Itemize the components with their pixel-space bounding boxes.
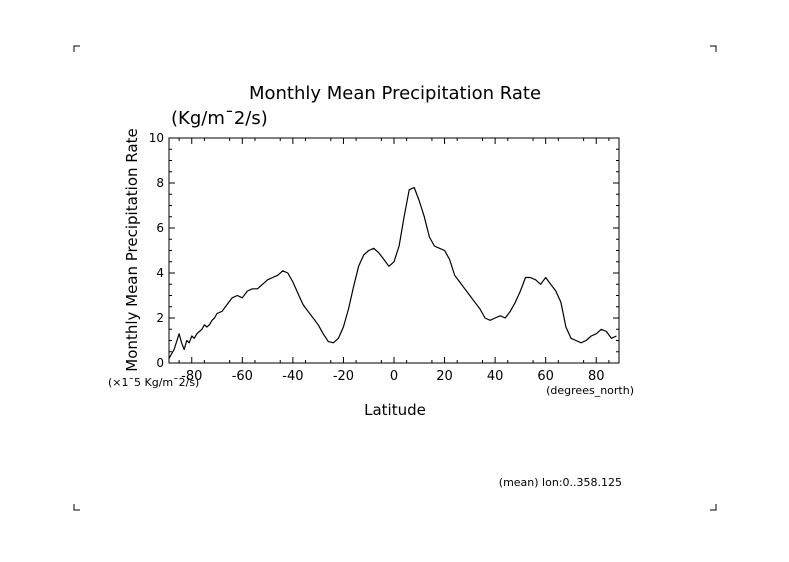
x-tick-label: 60	[537, 369, 554, 384]
x-axis-units: (degrees_north)	[546, 384, 634, 397]
footnote: (mean) lon:0..358.125	[499, 476, 622, 489]
x-axis-label: Latitude	[364, 401, 426, 419]
y-scale-note: (×1¯5 Kg/m¯2/s)	[108, 376, 199, 389]
y-tick-label: 2	[156, 311, 164, 325]
corner-mark-bottom-left	[73, 504, 80, 511]
y-tick-label: 8	[156, 176, 164, 190]
page-corner-marks	[73, 45, 717, 511]
y-tick-label: 4	[156, 266, 164, 280]
y-tick-label: 10	[149, 131, 164, 145]
series-group	[168, 186, 617, 359]
x-tick-label: -60	[232, 369, 253, 384]
y-tick-label: 0	[156, 356, 164, 370]
y-tick-label: 6	[156, 221, 164, 235]
x-tick-label: -20	[333, 369, 354, 384]
chart-units: (Kg/m¯2/s)	[171, 108, 268, 129]
y-axis-label: Monthly Mean Precipitation Rate	[123, 128, 141, 371]
precipitation-line	[168, 186, 617, 359]
corner-mark-top-left	[73, 45, 80, 52]
x-axis-ticks: -80 -60 -40 -20 0 20 40 60 80	[178, 138, 610, 384]
plot-frame	[168, 137, 620, 364]
x-tick-label: 20	[436, 369, 453, 384]
y-axis-ticks: 0 2 4 6 8 10	[149, 131, 619, 370]
corner-mark-bottom-right	[710, 504, 717, 511]
x-tick-label: -80	[181, 369, 202, 384]
corner-mark-top-right	[710, 45, 717, 52]
x-tick-label: 40	[487, 369, 504, 384]
x-tick-label: 0	[390, 369, 398, 384]
x-tick-label: 80	[588, 369, 605, 384]
chart-title: Monthly Mean Precipitation Rate	[249, 83, 541, 104]
x-tick-label: -40	[282, 369, 303, 384]
